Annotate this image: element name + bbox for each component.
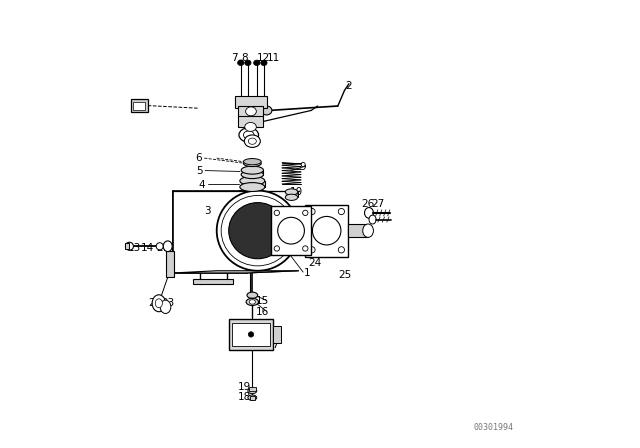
- Text: 27: 27: [371, 199, 385, 209]
- Ellipse shape: [241, 166, 264, 174]
- Text: 13: 13: [128, 243, 141, 254]
- Bar: [271, 206, 311, 255]
- Ellipse shape: [285, 189, 298, 195]
- Text: 18: 18: [237, 392, 251, 402]
- Ellipse shape: [217, 190, 299, 271]
- Ellipse shape: [253, 60, 260, 65]
- Text: 10: 10: [291, 187, 303, 197]
- Bar: [238, 106, 262, 117]
- Text: 20: 20: [133, 103, 147, 113]
- Text: 19: 19: [237, 382, 251, 392]
- Ellipse shape: [221, 195, 294, 266]
- Ellipse shape: [241, 171, 264, 179]
- Text: 6: 6: [195, 153, 202, 163]
- Bar: [273, 326, 281, 343]
- Text: 21: 21: [157, 243, 170, 254]
- Ellipse shape: [303, 210, 308, 215]
- Ellipse shape: [237, 60, 244, 65]
- Ellipse shape: [163, 241, 172, 252]
- Bar: [232, 323, 269, 346]
- Ellipse shape: [285, 194, 298, 200]
- Bar: [240, 181, 265, 187]
- Ellipse shape: [363, 224, 373, 237]
- Ellipse shape: [244, 135, 260, 147]
- Text: 7: 7: [231, 53, 238, 63]
- Ellipse shape: [125, 242, 134, 250]
- Text: 11: 11: [267, 53, 280, 63]
- Bar: [133, 102, 145, 110]
- Ellipse shape: [246, 107, 257, 116]
- Ellipse shape: [239, 128, 259, 142]
- Bar: [241, 170, 264, 175]
- Bar: [238, 116, 262, 127]
- Ellipse shape: [303, 246, 308, 251]
- Ellipse shape: [152, 295, 166, 312]
- Ellipse shape: [240, 183, 265, 191]
- Text: 14: 14: [141, 243, 154, 254]
- Text: 9: 9: [299, 163, 305, 172]
- Text: 8: 8: [241, 53, 248, 63]
- Ellipse shape: [260, 60, 267, 65]
- Ellipse shape: [160, 300, 171, 314]
- Ellipse shape: [228, 202, 287, 259]
- Text: 16: 16: [255, 307, 269, 317]
- Text: 22: 22: [148, 298, 162, 308]
- Bar: [285, 192, 298, 197]
- Text: 17: 17: [267, 340, 280, 350]
- Ellipse shape: [365, 207, 373, 218]
- Bar: [131, 99, 148, 112]
- Text: 5: 5: [196, 167, 203, 177]
- Ellipse shape: [312, 216, 341, 245]
- Ellipse shape: [339, 208, 344, 215]
- Ellipse shape: [248, 388, 257, 394]
- Ellipse shape: [240, 177, 265, 185]
- Ellipse shape: [247, 292, 258, 298]
- Bar: [166, 251, 175, 277]
- Ellipse shape: [261, 106, 272, 115]
- Ellipse shape: [243, 159, 261, 165]
- Text: 15: 15: [255, 297, 269, 306]
- Text: 12: 12: [257, 53, 270, 63]
- Ellipse shape: [243, 160, 261, 167]
- Ellipse shape: [369, 215, 376, 224]
- Ellipse shape: [244, 60, 251, 65]
- Bar: [228, 319, 273, 349]
- Ellipse shape: [248, 395, 257, 401]
- Text: 4: 4: [198, 180, 205, 190]
- Ellipse shape: [243, 131, 254, 139]
- Bar: [125, 243, 129, 250]
- Bar: [173, 190, 246, 273]
- Polygon shape: [173, 271, 299, 273]
- Text: 1: 1: [303, 268, 310, 278]
- Ellipse shape: [339, 247, 344, 253]
- Ellipse shape: [244, 122, 257, 131]
- Bar: [250, 396, 255, 400]
- Bar: [236, 96, 268, 108]
- Text: 3: 3: [205, 206, 211, 215]
- Ellipse shape: [248, 138, 257, 144]
- Ellipse shape: [246, 298, 259, 306]
- Text: 25: 25: [338, 270, 351, 280]
- Ellipse shape: [248, 332, 253, 337]
- Bar: [249, 387, 256, 391]
- Ellipse shape: [156, 299, 163, 308]
- Bar: [305, 205, 348, 257]
- Text: 26: 26: [362, 199, 374, 209]
- Text: 00301994: 00301994: [474, 423, 514, 432]
- Ellipse shape: [278, 217, 305, 244]
- Ellipse shape: [274, 246, 280, 251]
- Ellipse shape: [274, 210, 280, 215]
- Ellipse shape: [309, 247, 315, 253]
- Text: 2: 2: [346, 81, 352, 91]
- Ellipse shape: [309, 208, 315, 215]
- Text: 23: 23: [161, 298, 174, 308]
- Bar: [193, 279, 233, 284]
- Bar: [348, 224, 368, 237]
- Bar: [239, 60, 243, 64]
- Ellipse shape: [249, 300, 255, 304]
- Text: 24: 24: [308, 258, 321, 268]
- Ellipse shape: [156, 243, 163, 250]
